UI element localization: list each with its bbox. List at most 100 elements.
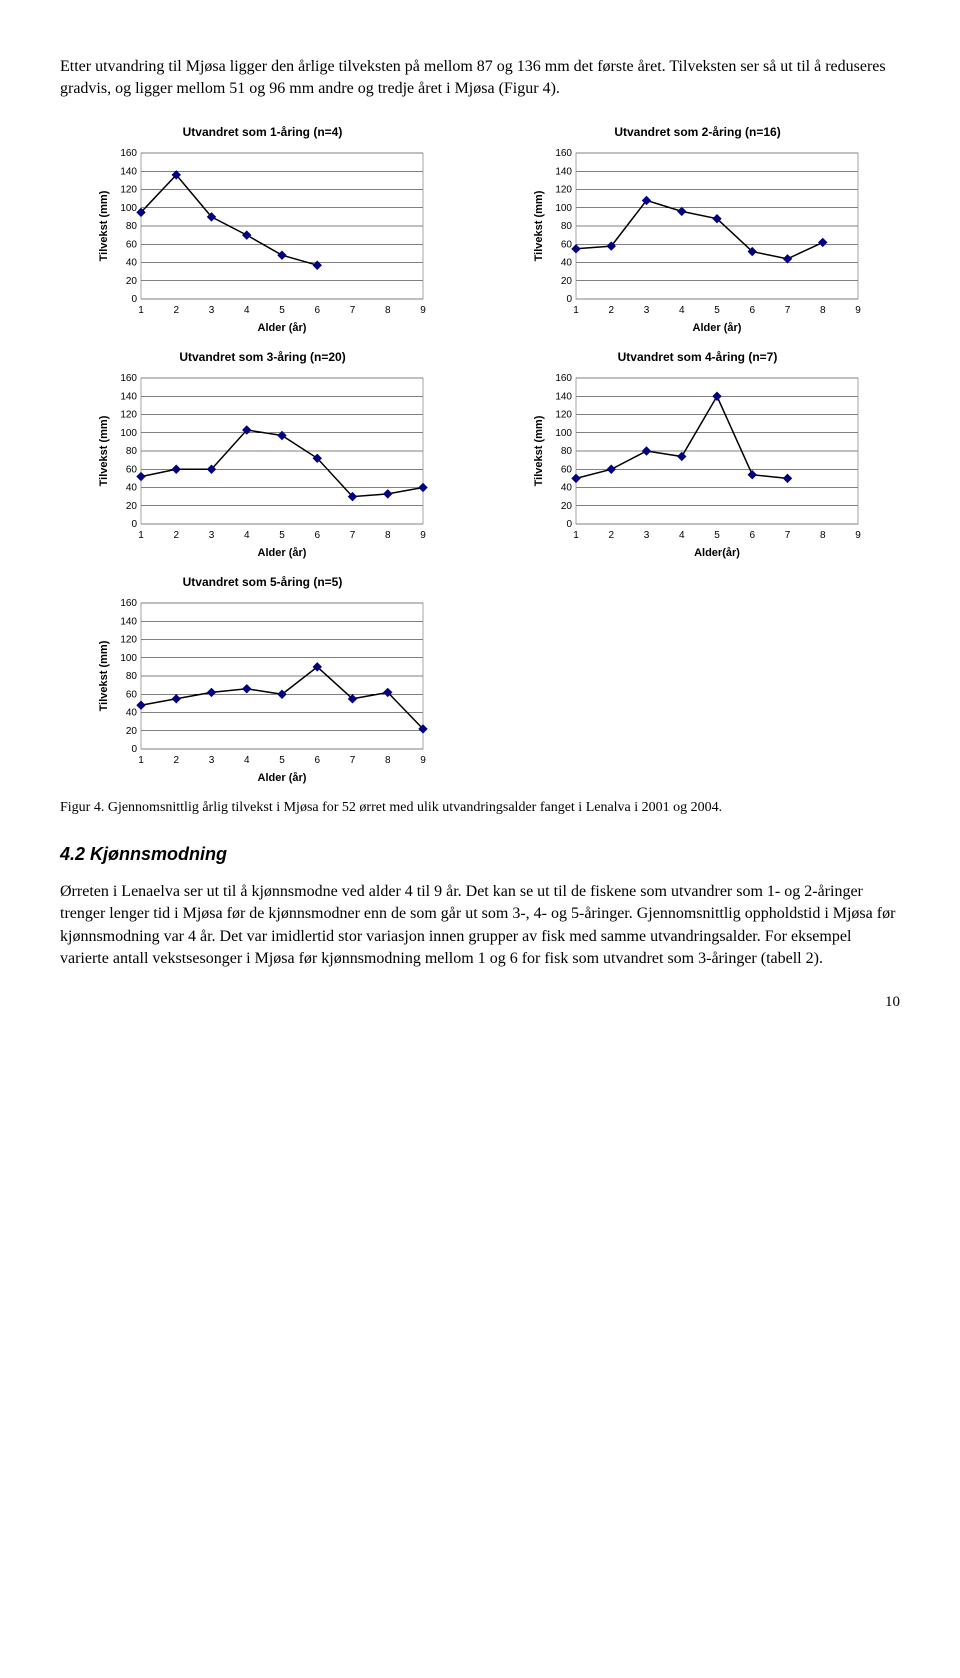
svg-text:5: 5 bbox=[714, 530, 720, 541]
svg-text:1: 1 bbox=[138, 530, 144, 541]
svg-text:Alder (år): Alder (år) bbox=[257, 772, 306, 784]
chart-2: Utvandret som 2-åring (n=16)020406080100… bbox=[495, 125, 900, 340]
svg-text:3: 3 bbox=[643, 530, 649, 541]
svg-text:2: 2 bbox=[173, 305, 179, 316]
svg-text:7: 7 bbox=[349, 530, 355, 541]
svg-text:3: 3 bbox=[208, 530, 214, 541]
svg-text:5: 5 bbox=[279, 305, 285, 316]
svg-text:4: 4 bbox=[243, 305, 249, 316]
svg-text:1: 1 bbox=[138, 755, 144, 766]
svg-text:20: 20 bbox=[560, 501, 572, 512]
svg-text:3: 3 bbox=[643, 305, 649, 316]
svg-text:7: 7 bbox=[349, 305, 355, 316]
svg-text:100: 100 bbox=[555, 203, 572, 214]
svg-text:40: 40 bbox=[125, 707, 137, 718]
figure-caption: Figur 4. Gjennomsnittlig årlig tilvekst … bbox=[60, 800, 900, 816]
svg-text:120: 120 bbox=[120, 409, 137, 420]
svg-text:6: 6 bbox=[749, 305, 755, 316]
svg-text:120: 120 bbox=[120, 184, 137, 195]
body-paragraph: Ørreten i Lenaelva ser ut til å kjønnsmo… bbox=[60, 881, 900, 971]
svg-text:140: 140 bbox=[120, 166, 137, 177]
svg-text:20: 20 bbox=[125, 726, 137, 737]
svg-text:Tilvekst (mm): Tilvekst (mm) bbox=[98, 640, 110, 711]
svg-text:60: 60 bbox=[125, 239, 137, 250]
svg-text:40: 40 bbox=[125, 482, 137, 493]
svg-text:100: 100 bbox=[555, 428, 572, 439]
svg-text:6: 6 bbox=[314, 305, 320, 316]
svg-text:9: 9 bbox=[855, 530, 861, 541]
svg-text:1: 1 bbox=[573, 305, 579, 316]
chart-title: Utvandret som 4-åring (n=7) bbox=[618, 350, 778, 364]
svg-text:Tilvekst (mm): Tilvekst (mm) bbox=[98, 190, 110, 261]
svg-text:3: 3 bbox=[208, 305, 214, 316]
svg-text:2: 2 bbox=[608, 305, 614, 316]
svg-text:160: 160 bbox=[555, 373, 572, 384]
chart-plot: 020406080100120140160123456789Tilvekst (… bbox=[93, 370, 433, 565]
svg-text:1: 1 bbox=[573, 530, 579, 541]
chart-plot: 020406080100120140160123456789Tilvekst (… bbox=[528, 370, 868, 565]
chart-4: Utvandret som 4-åring (n=7)0204060801001… bbox=[495, 350, 900, 565]
svg-text:6: 6 bbox=[749, 530, 755, 541]
svg-text:60: 60 bbox=[560, 239, 572, 250]
svg-text:4: 4 bbox=[678, 305, 684, 316]
svg-text:160: 160 bbox=[555, 148, 572, 159]
svg-text:7: 7 bbox=[349, 755, 355, 766]
svg-text:40: 40 bbox=[560, 482, 572, 493]
svg-text:5: 5 bbox=[714, 305, 720, 316]
intro-paragraph: Etter utvandring til Mjøsa ligger den år… bbox=[60, 56, 900, 101]
svg-text:8: 8 bbox=[384, 530, 390, 541]
svg-text:2: 2 bbox=[173, 755, 179, 766]
svg-text:160: 160 bbox=[120, 373, 137, 384]
svg-text:9: 9 bbox=[420, 755, 426, 766]
svg-text:160: 160 bbox=[120, 148, 137, 159]
chart-3: Utvandret som 3-åring (n=20)020406080100… bbox=[60, 350, 465, 565]
svg-text:Tilvekst (mm): Tilvekst (mm) bbox=[533, 190, 545, 261]
svg-text:40: 40 bbox=[125, 257, 137, 268]
svg-text:120: 120 bbox=[555, 409, 572, 420]
svg-text:140: 140 bbox=[120, 616, 137, 627]
svg-text:100: 100 bbox=[120, 203, 137, 214]
svg-text:80: 80 bbox=[125, 671, 137, 682]
svg-text:100: 100 bbox=[120, 428, 137, 439]
chart-1: Utvandret som 1-åring (n=4)0204060801001… bbox=[60, 125, 465, 340]
svg-text:3: 3 bbox=[208, 755, 214, 766]
svg-text:4: 4 bbox=[243, 530, 249, 541]
svg-text:140: 140 bbox=[555, 391, 572, 402]
svg-text:60: 60 bbox=[560, 464, 572, 475]
chart-5: Utvandret som 5-åring (n=5) 0 20 40 60 80 100 1… bbox=[60, 575, 465, 790]
chart-title: Utvandret som 3-åring (n=20) bbox=[179, 350, 345, 364]
chart-plot: 020406080100120140160123456789Tilvekst (… bbox=[528, 145, 868, 340]
chart-title: Utvandret som 5-åring (n=5) bbox=[183, 575, 343, 589]
svg-text:4: 4 bbox=[243, 755, 249, 766]
svg-text:2: 2 bbox=[608, 530, 614, 541]
svg-text:20: 20 bbox=[125, 501, 137, 512]
svg-text:0: 0 bbox=[131, 744, 137, 755]
chart-title: Utvandret som 2-åring (n=16) bbox=[614, 125, 780, 139]
svg-text:140: 140 bbox=[120, 391, 137, 402]
svg-text:160: 160 bbox=[120, 598, 137, 609]
svg-text:Tilvekst (mm): Tilvekst (mm) bbox=[98, 415, 110, 486]
svg-text:8: 8 bbox=[384, 305, 390, 316]
svg-text:80: 80 bbox=[125, 446, 137, 457]
svg-text:0: 0 bbox=[566, 294, 572, 305]
chart-plot: 020406080100120140160123456789Tilvekst (… bbox=[93, 595, 433, 790]
svg-text:20: 20 bbox=[560, 276, 572, 287]
svg-text:9: 9 bbox=[855, 305, 861, 316]
svg-text:100: 100 bbox=[120, 653, 137, 664]
svg-text:60: 60 bbox=[125, 464, 137, 475]
svg-text:9: 9 bbox=[420, 530, 426, 541]
page-number: 10 bbox=[60, 994, 900, 1011]
svg-text:7: 7 bbox=[784, 305, 790, 316]
svg-text:5: 5 bbox=[279, 530, 285, 541]
svg-text:6: 6 bbox=[314, 530, 320, 541]
svg-text:8: 8 bbox=[384, 755, 390, 766]
chart-title: Utvandret som 1-åring (n=4) bbox=[183, 125, 343, 139]
svg-text:1: 1 bbox=[138, 305, 144, 316]
svg-text:8: 8 bbox=[819, 305, 825, 316]
svg-text:60: 60 bbox=[125, 689, 137, 700]
svg-text:Tilvekst (mm): Tilvekst (mm) bbox=[533, 415, 545, 486]
svg-text:0: 0 bbox=[566, 519, 572, 530]
svg-text:80: 80 bbox=[125, 221, 137, 232]
svg-text:7: 7 bbox=[784, 530, 790, 541]
charts-grid-row1: Utvandret som 1-åring (n=4) 0 20 40 60 80 100 1… bbox=[60, 125, 900, 340]
